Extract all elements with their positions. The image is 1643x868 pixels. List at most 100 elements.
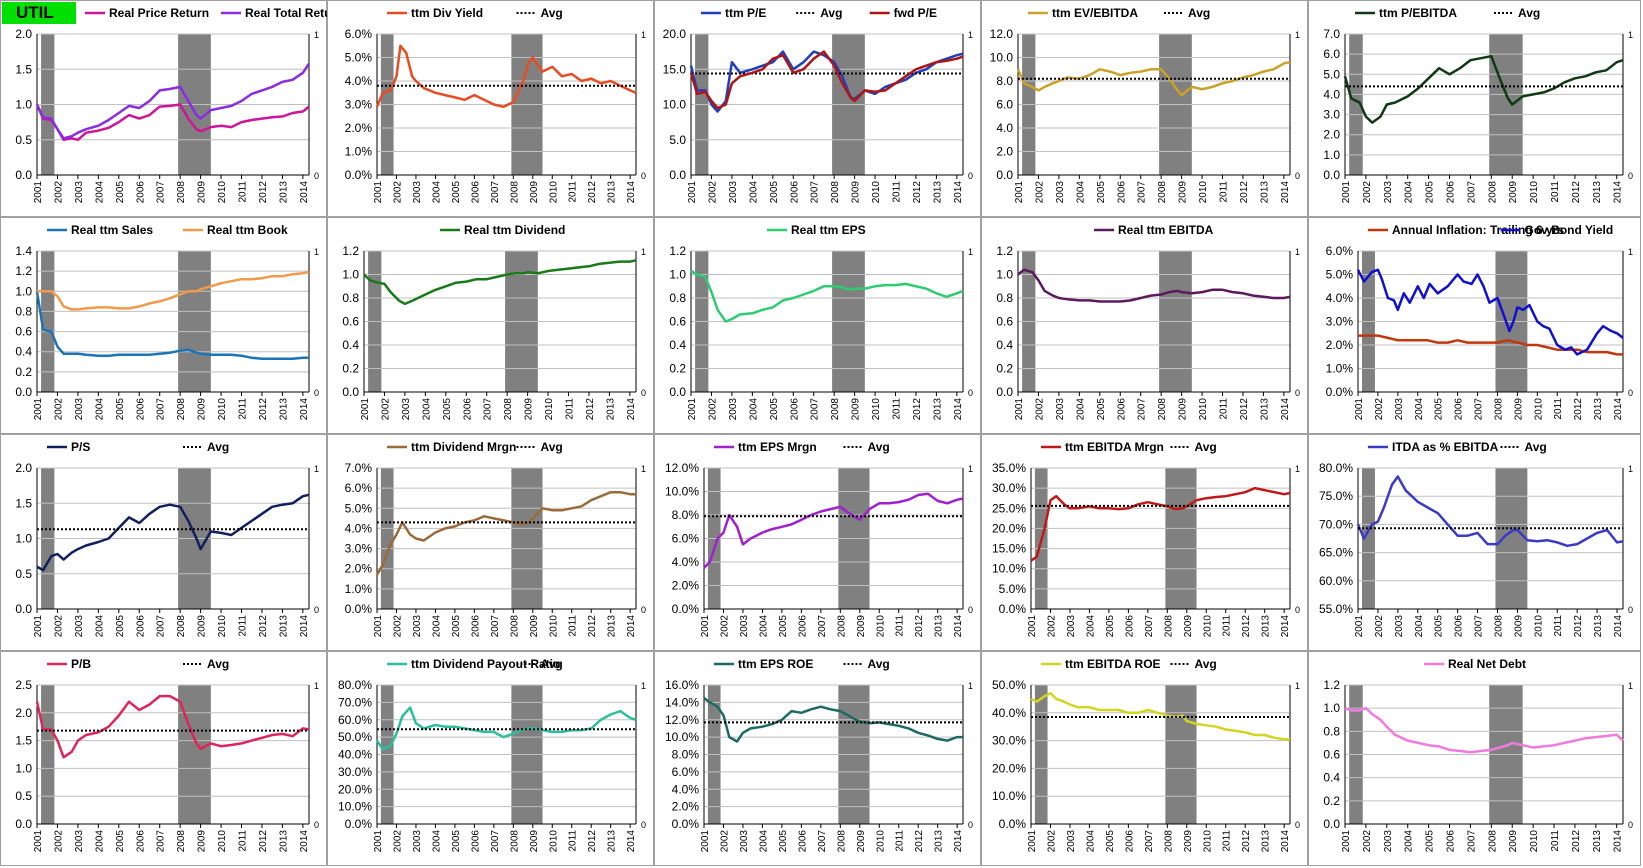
y-tick-label: 1.0% [345,145,373,159]
x-tick-label: 2005 [778,830,789,853]
x-tick-label: 2007 [810,181,821,204]
x-tick-label: 2001 [1341,181,1352,204]
y-tick-label: 60.0% [1319,574,1353,588]
chart-panel-11: 0.0 0.5 1.0 1.5 2.0 1 0 2001 2002 2003 2004 2005 200… [0,434,327,651]
y-tick-label: 3.0% [345,98,373,112]
x-tick-label: 2011 [1222,615,1233,637]
y-tick-label: 0.2 [15,365,32,379]
y-tick-label: 5.0% [345,501,373,515]
x-tick-label: 2009 [524,398,535,421]
x-tick-label: 2011 [565,398,576,420]
x-tick-label: 2013 [1593,398,1604,421]
x-tick-label: 2007 [490,615,501,638]
y-tick-label: 0.0% [999,602,1027,616]
x-tick-label: 2006 [1116,181,1127,204]
x-tick-label: 2014 [953,398,964,421]
legend-label: ttm Dividend Payout Ratio [411,657,560,671]
y-tick-label: 16.0% [665,678,699,692]
legend-label: Avg [1525,440,1547,454]
panel-border [981,217,1308,434]
x-tick-label: 2014 [1613,398,1624,421]
x-tick-label: 2004 [1404,830,1415,853]
x-tick-label: 2007 [817,830,828,853]
secondary-tick-label: 1 [314,464,319,474]
y-tick-label: 5.0% [1326,268,1354,282]
panel-border [1308,0,1641,217]
legend: ttm P/E Avg fwd P/E [701,6,937,20]
x-tick-label: 2005 [451,615,462,638]
legend: ttm EBITDA Mrgn Avg [1041,440,1217,454]
legend: ttm EPS ROE Avg [714,657,890,671]
x-tick-label: 2002 [1374,398,1385,421]
legend-label: ttm EPS Mrgn [738,440,817,454]
y-tick-label: 0.8 [15,304,32,318]
chart-panel-12: 0.0% 1.0% 2.0% 3.0% 4.0% 5.0% 6.0% 7.0% 1 0 2001 20… [327,434,654,651]
y-tick-label: 0.0% [345,602,373,616]
y-tick-label: 1.0 [1323,148,1340,162]
y-tick-label: 1.0 [1323,701,1340,715]
x-tick-label: 2014 [626,181,637,204]
recession-bar [178,251,211,392]
x-tick-label: 2010 [217,830,228,853]
x-tick-label: 2003 [728,181,739,204]
legend-label: Avg [1195,440,1217,454]
y-tick-label: 0.2 [1323,794,1340,808]
x-tick-label: 2009 [197,615,208,638]
x-tick-label: 2001 [373,830,384,853]
x-tick-label: 2011 [1553,615,1564,637]
x-tick-label: 2007 [1466,830,1477,853]
y-tick-label: 1.0% [1326,362,1354,376]
secondary-tick-label: 1 [314,681,319,691]
x-tick-label: 2013 [932,398,943,421]
x-tick-label: 2006 [135,615,146,638]
x-tick-label: 2010 [1533,398,1544,421]
x-tick-label: 2003 [401,398,412,421]
x-tick-label: 2009 [856,830,867,853]
legend-label: fwd P/E [894,6,937,20]
x-tick-label: 2008 [830,181,841,204]
x-tick-label: 2007 [1137,398,1148,421]
y-tick-label: 0.0% [999,817,1027,831]
x-tick-label: 2001 [33,398,44,421]
legend: Real ttm Sales Real ttm Book [47,223,288,237]
x-tick-label: 2003 [412,615,423,638]
secondary-tick-label: 0 [314,820,319,830]
x-tick-label: 2014 [953,615,964,638]
x-tick-label: 2012 [258,615,269,638]
x-tick-label: 2014 [1280,830,1291,853]
legend: ttm Div Yield Avg [387,6,563,20]
x-tick-label: 2006 [135,830,146,853]
y-tick-label: 6.0 [1323,47,1340,61]
y-tick-label: 0.6 [15,325,32,339]
y-tick-label: 0.4 [669,338,686,352]
x-tick-label: 2006 [135,181,146,204]
chart-panel-1: 0.0 0.5 1.0 1.5 2.0 1 0 2001 2002 2003 2004 2005 200… [0,0,343,217]
x-tick-label: 2004 [94,398,105,421]
legend-label: ttm P/EBITDA [1379,6,1457,20]
legend-label: P/B [71,657,91,671]
legend-label: Avg [1195,657,1217,671]
chart-panel-7: 0.0 0.2 0.4 0.6 0.8 1.0 1.2 1 0 2001 2002 2003 2004 2… [327,217,654,434]
x-tick-label: 2013 [607,181,618,204]
x-tick-label: 2001 [373,615,384,638]
x-tick-label: 2012 [912,398,923,421]
x-tick-label: 2005 [1425,181,1436,204]
x-tick-label: 2005 [451,181,462,204]
x-tick-label: 2009 [529,830,540,853]
x-tick-label: 2008 [1493,398,1504,421]
x-tick-label: 2001 [360,398,371,421]
series-line-1 [1030,486,1291,562]
y-tick-label: 0.8 [342,291,359,305]
x-tick-label: 2011 [238,615,249,637]
x-tick-label: 2005 [442,398,453,421]
y-tick-label: 30.0% [992,481,1026,495]
x-tick-label: 2011 [1222,830,1233,852]
legend: ttm EBITDA ROE Avg [1041,657,1217,671]
secondary-tick-label: 1 [968,681,973,691]
x-tick-label: 2012 [914,830,925,853]
chart-panel-6: 0.0 0.2 0.4 0.6 0.8 1.0 1.2 1.4 1 0 2001 2002 2003 20… [0,217,327,434]
x-tick-label: 2012 [1571,830,1582,853]
y-tick-label: 6.0 [996,98,1013,112]
secondary-tick-label: 0 [1295,388,1300,398]
x-tick-label: 2014 [1613,615,1624,638]
